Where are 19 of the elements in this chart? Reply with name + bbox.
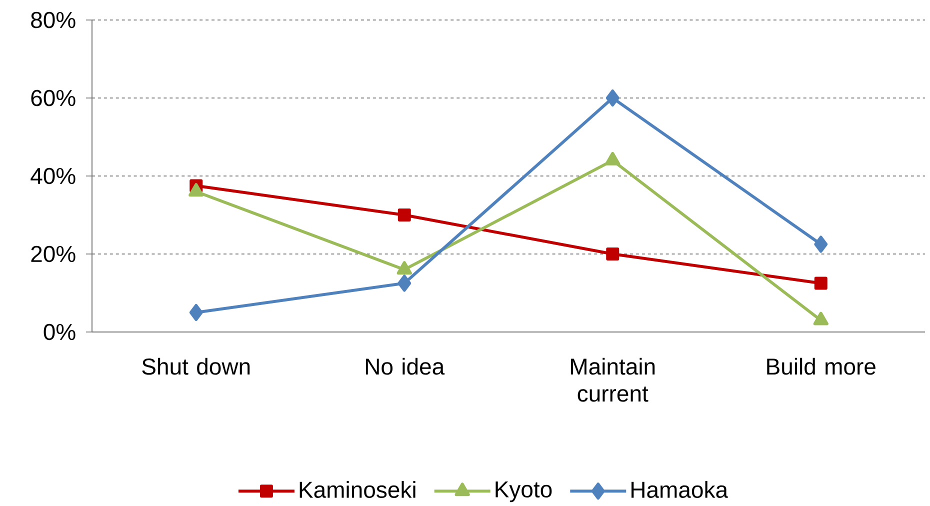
point xyxy=(398,274,412,292)
x-tick-label: Build more xyxy=(767,358,876,375)
y-tick-label: 60% xyxy=(31,90,76,106)
y-tick-label: 0% xyxy=(44,324,76,340)
x-tick-label: Maintain current xyxy=(571,358,655,402)
y-tick-label: 40% xyxy=(30,168,76,184)
point xyxy=(814,236,828,253)
point xyxy=(398,208,411,222)
y-tick-label: 80% xyxy=(31,12,76,28)
legend-label: Hamaoka xyxy=(632,481,728,498)
x-tick-label: No idea xyxy=(366,358,445,375)
legend-label: Kaminoseki xyxy=(300,481,416,498)
legend-label: Kyoto xyxy=(496,481,552,502)
point xyxy=(606,248,620,260)
point xyxy=(606,90,620,107)
y-tick-label: 20% xyxy=(31,246,76,262)
point xyxy=(814,276,828,290)
point xyxy=(189,304,203,321)
x-tick-label: Shut down xyxy=(142,358,250,375)
